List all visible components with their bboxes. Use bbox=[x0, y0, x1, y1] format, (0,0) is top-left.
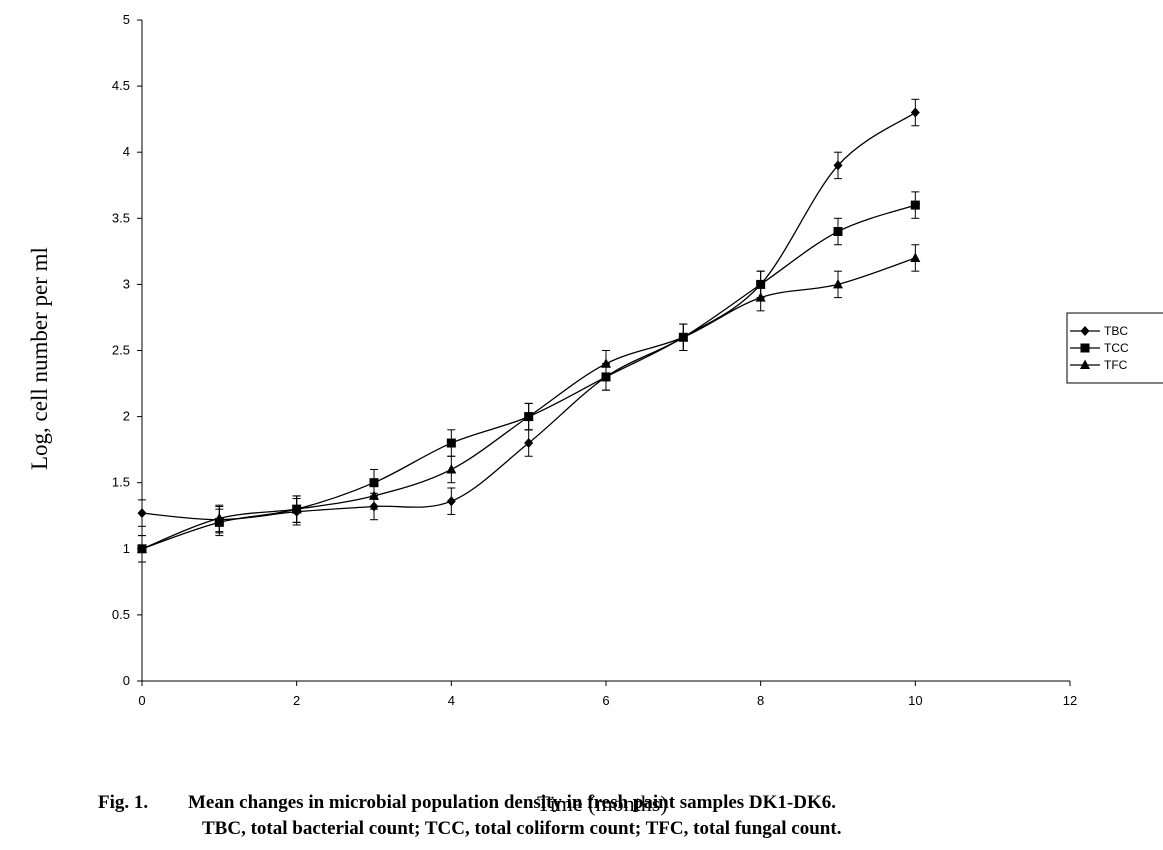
y-tick-label: 3.5 bbox=[112, 210, 130, 225]
caption-line-2: TBC, total bacterial count; TCC, total c… bbox=[202, 818, 842, 839]
x-tick-label: 4 bbox=[448, 693, 455, 708]
series-layer bbox=[137, 98, 921, 563]
x-tick-label: 0 bbox=[138, 693, 145, 708]
data-point-tfc bbox=[214, 512, 225, 523]
legend-label-tbc: TBC bbox=[1104, 324, 1128, 338]
y-tick-label: 2 bbox=[123, 409, 130, 424]
data-point-tfc bbox=[446, 463, 457, 474]
data-point-tcc bbox=[446, 438, 456, 448]
x-tick-label: 2 bbox=[293, 693, 300, 708]
legend-marker-tcc bbox=[1080, 343, 1090, 353]
data-point-tcc bbox=[910, 200, 920, 210]
legend: TBC TCC TFC bbox=[1066, 312, 1163, 384]
data-point-tfc bbox=[369, 490, 379, 500]
y-tick-label: 1 bbox=[123, 541, 130, 556]
legend-marker-tfc bbox=[1080, 359, 1090, 369]
data-point-tfc bbox=[755, 292, 766, 302]
x-tick-label: 6 bbox=[602, 693, 609, 708]
y-tick-label: 0 bbox=[123, 673, 130, 688]
x-tick-label: 12 bbox=[1063, 693, 1077, 708]
series-tcc bbox=[137, 191, 920, 563]
x-tick-label: 8 bbox=[757, 693, 764, 708]
x-axis-label: Time (months) bbox=[537, 791, 668, 816]
legend-items: TBC TCC TFC bbox=[1070, 324, 1129, 372]
data-point-tcc bbox=[833, 227, 843, 237]
series-line-tbc bbox=[141, 112, 916, 521]
y-tick-label: 4.5 bbox=[112, 78, 130, 93]
data-point-tfc bbox=[833, 278, 843, 289]
y-tick-label: 1.5 bbox=[112, 475, 130, 490]
y-ticks: 0 0.5 1 1.5 2 2.5 3 3.5 4 4.5 5 bbox=[112, 12, 142, 688]
series-tbc bbox=[137, 98, 920, 534]
legend-item-tbc: TBC bbox=[1070, 324, 1128, 338]
data-point-tfc bbox=[910, 252, 921, 262]
data-point-tfc bbox=[291, 503, 302, 514]
y-tick-label: 3 bbox=[123, 276, 130, 291]
y-axis-label: Log, cell number per ml bbox=[27, 247, 52, 470]
legend-label-tcc: TCC bbox=[1104, 341, 1129, 355]
y-tick-label: 5 bbox=[123, 12, 130, 27]
x-tick-label: 10 bbox=[908, 693, 922, 708]
y-tick-label: 0.5 bbox=[112, 607, 130, 622]
series-line-tcc bbox=[141, 204, 916, 550]
caption-line-1: Mean changes in microbial population den… bbox=[188, 792, 837, 813]
data-point-tfc bbox=[523, 411, 534, 421]
data-point-tfc bbox=[678, 331, 689, 342]
y-tick-label: 4 bbox=[123, 144, 130, 159]
data-point-tbc bbox=[446, 496, 456, 507]
caption-label: Fig. 1. bbox=[98, 792, 149, 813]
legend-item-tfc: TFC bbox=[1070, 358, 1128, 372]
legend-marker-tbc bbox=[1080, 326, 1090, 336]
legend-item-tcc: TCC bbox=[1070, 341, 1129, 355]
series-tfc bbox=[137, 244, 921, 563]
x-ticks: 0 2 4 6 8 10 12 bbox=[138, 681, 1077, 708]
data-point-tfc bbox=[601, 358, 611, 368]
data-point-tbc bbox=[137, 508, 147, 519]
y-tick-label: 2.5 bbox=[112, 343, 130, 358]
legend-label-tfc: TFC bbox=[1104, 358, 1128, 372]
legend-box bbox=[1066, 312, 1163, 384]
data-point-tbc bbox=[833, 160, 843, 171]
data-point-tbc bbox=[910, 107, 920, 118]
data-point-tfc bbox=[137, 543, 147, 553]
data-point-tbc bbox=[524, 438, 534, 449]
